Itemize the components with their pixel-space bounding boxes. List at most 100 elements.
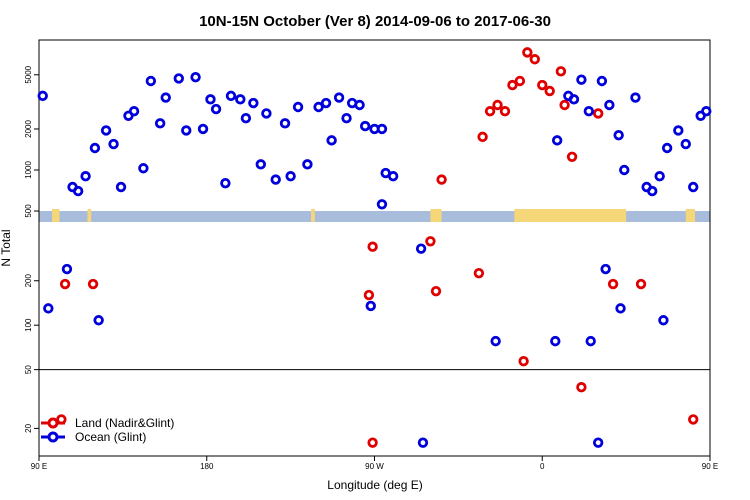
ocean-point <box>613 130 624 141</box>
ocean-point <box>240 112 252 124</box>
ocean-point <box>190 71 201 83</box>
legend-land-marker <box>47 417 59 429</box>
land-point <box>87 278 99 290</box>
land-point <box>499 106 511 117</box>
ocean-point <box>197 123 209 135</box>
ocean-point <box>365 300 376 312</box>
ocean-point <box>604 99 615 111</box>
ocean-point <box>225 90 237 102</box>
ocean-point <box>576 74 587 85</box>
ocean-point <box>647 185 658 197</box>
y-tick-label: 2000 <box>24 120 33 138</box>
ocean-point <box>630 92 641 103</box>
land-strip-segment <box>87 209 92 222</box>
land-point <box>544 85 555 97</box>
ocean-point <box>248 97 259 109</box>
ocean-point <box>376 199 388 210</box>
ocean-point <box>596 75 608 87</box>
x-axis-label: Longitude (deg E) <box>327 478 422 492</box>
y-tick-label: 200 <box>24 274 33 288</box>
land-point <box>555 66 567 77</box>
ocean-point <box>270 174 281 185</box>
land-point <box>576 382 587 393</box>
x-tick-label: 90 E <box>702 462 718 471</box>
ocean-point <box>619 164 630 176</box>
land-point <box>537 79 548 91</box>
ocean-point <box>654 171 665 182</box>
land-point <box>425 236 436 247</box>
ocean-point <box>261 108 272 119</box>
ocean-point <box>341 112 352 124</box>
land-point <box>492 99 503 111</box>
legend-land-label: Land (Nadir&Glint) <box>75 416 174 430</box>
ocean-point <box>583 106 595 117</box>
ocean-point <box>220 177 231 189</box>
ocean-point <box>93 315 104 326</box>
ocean-point <box>145 75 157 87</box>
ocean-point <box>160 92 171 103</box>
ocean-point <box>80 171 91 182</box>
y-tick-label: 100 <box>24 318 33 332</box>
land-point <box>635 278 647 290</box>
ocean-point <box>235 94 246 105</box>
land-point <box>688 414 699 425</box>
data-points <box>37 47 712 448</box>
ocean-point <box>210 103 222 115</box>
y-tick-label: 1000 <box>24 161 33 179</box>
land-point <box>367 437 378 448</box>
ocean-point <box>115 181 127 193</box>
ocean-point <box>387 171 399 182</box>
y-axis-ticks: 500 1000 2000 5000 20 50 100 200 <box>24 65 39 433</box>
legend-ocean-label: Ocean (Glint) <box>75 430 146 444</box>
ocean-point <box>415 243 427 254</box>
ocean-point <box>320 97 332 109</box>
x-tick-label: 90 W <box>365 462 384 471</box>
land-strip-segment <box>685 209 696 222</box>
y-tick-label: 20 <box>24 423 33 432</box>
ocean-point <box>100 125 112 136</box>
land-point <box>59 278 71 290</box>
land-point <box>430 285 442 297</box>
chart-title: 10N-15N October (Ver 8) 2014-09-06 to 20… <box>199 13 551 30</box>
ocean-strip <box>39 211 710 222</box>
land-point <box>607 278 619 290</box>
ocean-point <box>615 303 626 314</box>
land-point <box>477 131 488 143</box>
ocean-point <box>376 123 388 135</box>
ocean-point <box>359 120 371 132</box>
land-point <box>507 79 518 91</box>
land-point <box>363 289 375 301</box>
ocean-point <box>592 437 604 448</box>
ocean-point <box>89 142 101 154</box>
land-point <box>436 174 447 185</box>
ocean-point <box>333 92 345 103</box>
land-strip-segment <box>52 209 60 222</box>
ocean-point <box>37 90 48 102</box>
ocean-point <box>205 94 216 105</box>
ocean-point <box>585 335 596 347</box>
land-strip-segment <box>311 209 315 222</box>
ocean-point <box>292 101 304 113</box>
ocean-point <box>490 335 501 347</box>
ocean-point <box>550 335 561 347</box>
y-tick-label: 5000 <box>24 65 33 83</box>
ocean-point <box>43 303 54 314</box>
ocean-point <box>354 99 365 111</box>
y-tick-label: 500 <box>24 204 33 218</box>
ocean-point <box>154 118 166 129</box>
land-point <box>518 356 529 367</box>
land-ocean-strip <box>39 209 710 222</box>
ocean-point <box>138 163 149 174</box>
ocean-point <box>302 159 313 170</box>
x-tick-label: 0 <box>540 462 545 471</box>
ocean-point <box>313 101 324 113</box>
x-axis-ticks: 90 E 180 90 W 0 90 E <box>31 456 718 471</box>
ocean-point <box>551 135 563 146</box>
ocean-point <box>417 437 429 448</box>
x-tick-label: 180 <box>200 462 214 471</box>
land-point <box>514 75 526 87</box>
land-point <box>522 47 533 58</box>
land-strip-segment <box>514 209 627 222</box>
legend: Land (Nadir&Glint) Ocean (Glint) <box>41 416 174 444</box>
ocean-point <box>326 135 337 146</box>
